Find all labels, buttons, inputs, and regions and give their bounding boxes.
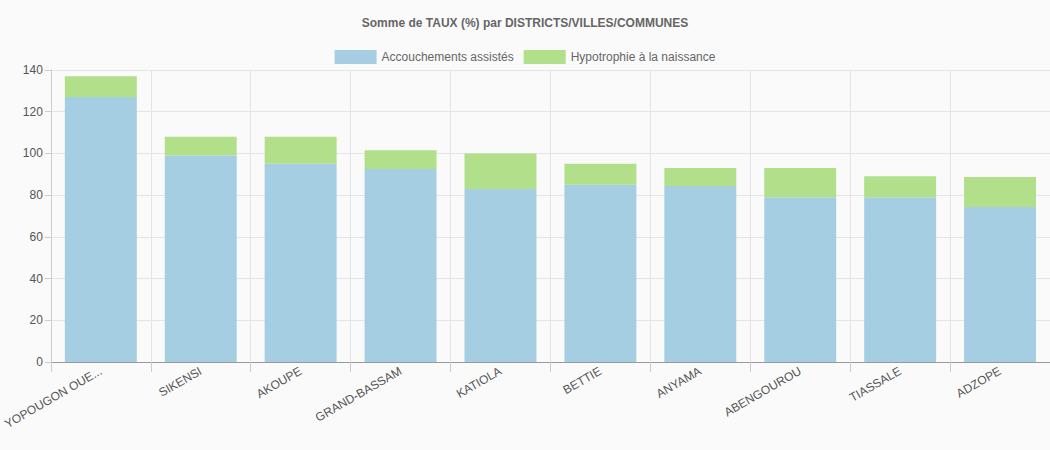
svg-text:YOPOUGON OUE...: YOPOUGON OUE...	[2, 364, 104, 431]
svg-text:ADZOPE: ADZOPE	[954, 364, 1004, 401]
svg-text:0: 0	[36, 355, 43, 369]
svg-text:ABENGOUROU: ABENGOUROU	[722, 364, 804, 419]
svg-text:SIKENSI: SIKENSI	[156, 364, 204, 400]
svg-text:140: 140	[23, 63, 43, 77]
svg-text:120: 120	[23, 105, 43, 119]
svg-text:BETTIE: BETTIE	[561, 364, 604, 397]
svg-text:60: 60	[30, 230, 44, 244]
svg-text:40: 40	[30, 272, 44, 286]
svg-text:80: 80	[30, 188, 44, 202]
svg-text:20: 20	[30, 313, 44, 327]
svg-text:KATIOLA: KATIOLA	[454, 364, 504, 401]
svg-text:AKOUPE: AKOUPE	[254, 364, 304, 401]
svg-text:100: 100	[23, 146, 43, 160]
svg-text:ANYAMA: ANYAMA	[654, 364, 704, 401]
svg-text:GRAND-BASSAM: GRAND-BASSAM	[313, 364, 404, 425]
svg-text:Somme de TAUX (%) par DISTRICT: Somme de TAUX (%) par DISTRICTS/VILLES/C…	[362, 16, 688, 30]
svg-text:TIASSALE: TIASSALE	[847, 364, 904, 405]
svg-text:Accouchements assistés: Accouchements assistés	[382, 50, 514, 64]
svg-text:Hypotrophie à la naissance: Hypotrophie à la naissance	[571, 50, 716, 64]
